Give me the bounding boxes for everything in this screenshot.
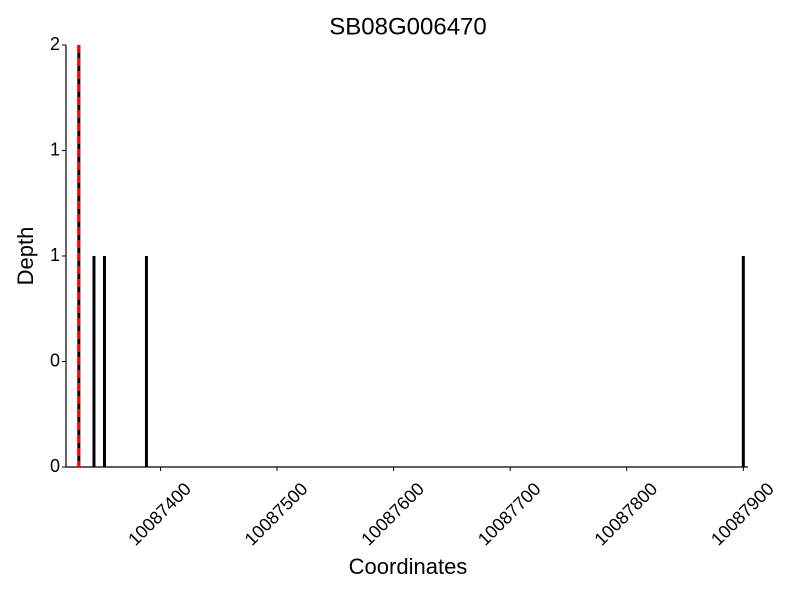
y-tick-label: 2 xyxy=(50,34,60,54)
bar xyxy=(102,256,106,467)
y-tick-label: 0 xyxy=(50,456,60,476)
bar xyxy=(92,256,96,467)
x-tick-label: 10087500 xyxy=(241,479,312,550)
x-axis-label: Coordinates xyxy=(349,554,468,579)
y-tick-label: 1 xyxy=(50,245,60,265)
y-tick-label: 0 xyxy=(50,350,60,370)
bar xyxy=(741,256,745,467)
chart-title: SB08G006470 xyxy=(329,13,486,40)
y-axis-label: Depth xyxy=(13,227,38,286)
y-tick-label: 1 xyxy=(50,139,60,159)
bar xyxy=(144,256,148,467)
x-tick-label: 10087900 xyxy=(707,479,778,550)
x-tick-label: 10087700 xyxy=(474,479,545,550)
x-tick-label: 10087800 xyxy=(590,479,661,550)
x-tick-label: 10087600 xyxy=(357,479,428,550)
x-tick-label: 10087400 xyxy=(124,479,195,550)
